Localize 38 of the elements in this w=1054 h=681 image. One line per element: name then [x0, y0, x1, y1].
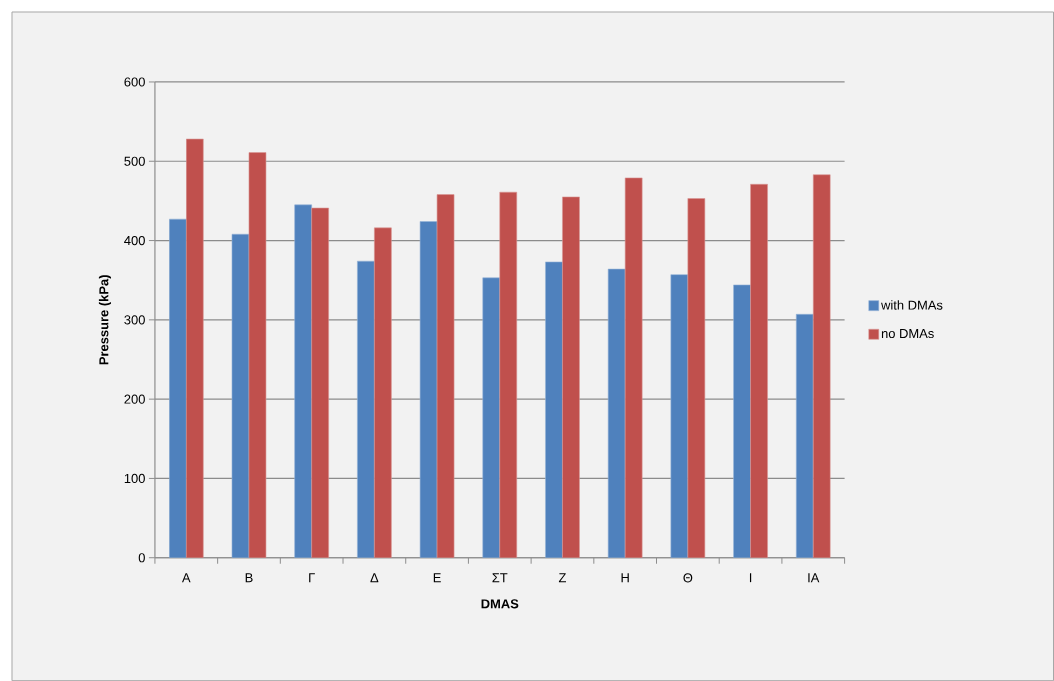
x-tick-label: H: [621, 573, 629, 583]
bar: [607, 268, 626, 558]
x-tick-label: B: [245, 573, 253, 583]
bar: [545, 261, 563, 558]
x-tick-label: Θ: [683, 573, 693, 583]
x-tick-label: IA: [808, 573, 820, 583]
bar: [624, 177, 643, 558]
x-tick-label: ΣΤ: [492, 573, 508, 583]
legend-label: with DMAs: [881, 300, 943, 310]
bar: [357, 260, 375, 558]
x-tick-label: E: [433, 573, 441, 583]
y-tick-label: 0: [138, 553, 145, 563]
bar: [562, 196, 580, 558]
legend-label: no DMAs: [881, 329, 934, 339]
y-tick-label: 500: [124, 156, 145, 166]
y-tick-label: 600: [124, 77, 145, 87]
bar: [294, 204, 312, 558]
bar: [812, 174, 831, 558]
bar: [795, 313, 814, 558]
bar: [311, 207, 329, 558]
x-tick-label: A: [181, 573, 191, 583]
bar: [374, 227, 392, 558]
y-axis-title: Pressure (kPa): [98, 275, 111, 365]
y-tick-label: 100: [124, 473, 145, 483]
bar: [750, 183, 768, 558]
y-tick-label: 400: [124, 235, 145, 246]
x-tick-label: Γ: [309, 573, 315, 583]
y-tick-label: 200: [124, 394, 145, 404]
bar: [482, 277, 501, 558]
bar: [499, 191, 518, 558]
bar: [185, 138, 204, 558]
x-tick-label: Δ: [370, 573, 379, 583]
x-axis-title: DMAS: [481, 599, 519, 609]
x-tick-label: I: [749, 573, 752, 583]
y-tick-label: 300: [124, 315, 145, 325]
bar: [733, 284, 751, 558]
bar: [168, 218, 187, 558]
x-tick-label: Z: [558, 573, 567, 583]
